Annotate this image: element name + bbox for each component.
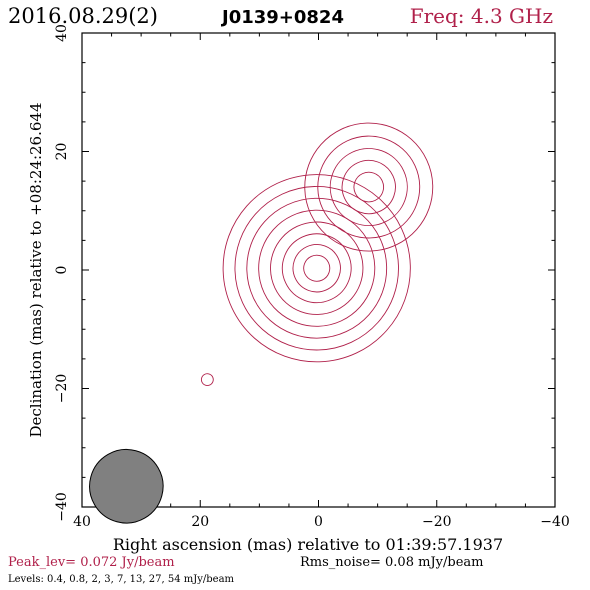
x-tick-label: −40 <box>540 514 570 530</box>
x-axis-label: Right ascension (mas) relative to 01:39:… <box>113 535 503 554</box>
contour-level-3 <box>281 233 352 304</box>
y-tick-label: 40 <box>54 24 70 42</box>
contour-level-2 <box>341 159 396 215</box>
contour-level-1 <box>200 373 214 386</box>
y-tick-label: 20 <box>54 143 70 161</box>
y-axis-label: Declination (mas) relative to +08:24:26.… <box>27 102 45 437</box>
x-tick-label: −20 <box>422 514 452 530</box>
y-tick-label: −40 <box>54 492 70 522</box>
contour-level-1 <box>303 254 331 282</box>
rms-noise: Rms_noise= 0.08 mJy/beam <box>300 555 483 570</box>
contour-level-8 <box>222 174 411 363</box>
x-tick-labels: 40 20 0 −20 −40 <box>73 514 570 530</box>
contour-level-7 <box>234 186 399 351</box>
restoring-beam <box>89 449 164 524</box>
contour-level-3 <box>329 148 408 227</box>
plot-frame <box>81 32 556 508</box>
y-tick-label: −20 <box>54 374 70 404</box>
frequency-label: Freq: 4.3 GHz <box>410 4 553 28</box>
contour-level-5 <box>258 209 376 327</box>
peak-level: Peak_lev= 0.072 Jy/beam <box>8 555 175 570</box>
y-tick-label: 0 <box>54 266 70 275</box>
x-tick-label: 20 <box>191 514 209 530</box>
x-tick-label: 40 <box>73 514 91 530</box>
contour-level-4 <box>317 135 421 239</box>
contour-level-1 <box>353 171 385 203</box>
contour-level-4 <box>270 221 364 315</box>
contour-levels: Levels: 0.4, 0.8, 2, 3, 7, 13, 27, 54 mJ… <box>8 574 235 585</box>
observation-date: 2016.08.29(2) <box>8 4 158 28</box>
contour-lines <box>200 122 434 386</box>
contour-level-2 <box>292 244 341 293</box>
x-tick-label: 0 <box>314 514 323 530</box>
contour-level-6 <box>246 197 388 339</box>
contour-level-5 <box>304 122 434 252</box>
beam-ellipse <box>89 449 164 524</box>
source-name: J0139+0824 <box>220 7 344 28</box>
axis-ticks <box>81 32 556 508</box>
y-tick-labels: −40 −20 0 20 40 <box>54 24 70 522</box>
